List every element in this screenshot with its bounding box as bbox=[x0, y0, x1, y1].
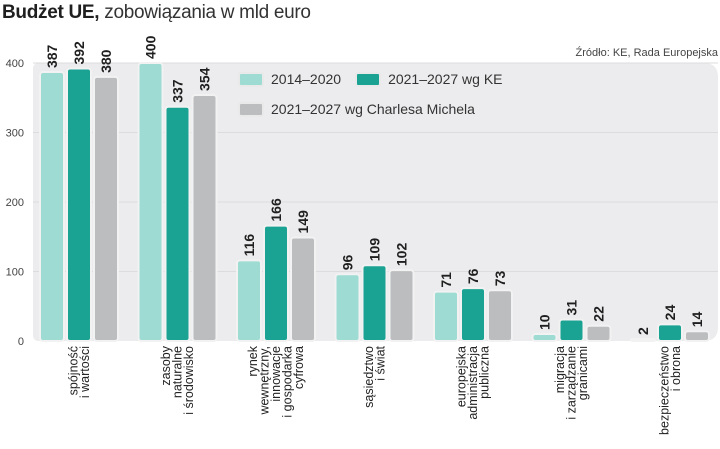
bar-value-label: 109 bbox=[367, 238, 383, 262]
bar-value-label: 71 bbox=[438, 272, 454, 288]
legend-swatch-2014-2020 bbox=[238, 71, 264, 87]
bar bbox=[93, 75, 119, 343]
bar bbox=[334, 273, 361, 342]
category-label: i gospodarka bbox=[281, 346, 295, 418]
y-tick-label: 100 bbox=[6, 267, 24, 279]
legend-swatch-2021-2027-michel bbox=[238, 101, 264, 117]
bar bbox=[531, 333, 558, 342]
bar bbox=[630, 338, 656, 342]
legend: 2014–2020 2021–2027 wg KE 2021–2027 wg C… bbox=[238, 67, 517, 127]
bar-value-label: 24 bbox=[662, 305, 678, 321]
bar bbox=[39, 71, 65, 342]
category-label: naturalne bbox=[171, 346, 185, 398]
bar-value-label: 380 bbox=[98, 49, 114, 73]
bar bbox=[290, 236, 316, 343]
legend-item-2021-2027-ke: 2021–2027 wg KE bbox=[355, 71, 503, 87]
legend-swatch-2021-2027-ke bbox=[355, 71, 382, 87]
bar-value-label: 96 bbox=[340, 254, 356, 270]
bar bbox=[585, 324, 612, 342]
category-label: i środowisko bbox=[182, 346, 196, 415]
category-label: granicami bbox=[576, 346, 590, 400]
category-label: publiczna bbox=[478, 346, 492, 399]
bar-value-label: 116 bbox=[241, 234, 257, 257]
bar bbox=[558, 318, 585, 342]
bar-value-label: 387 bbox=[44, 44, 60, 68]
bar-value-label: 31 bbox=[564, 300, 580, 316]
bar bbox=[361, 264, 388, 342]
legend-label-2021-2027-michel: 2021–2027 wg Charlesa Michela bbox=[271, 101, 475, 117]
bar-value-label: 14 bbox=[689, 311, 705, 327]
category-label: innowacje bbox=[269, 346, 283, 402]
category-label: i wartości bbox=[78, 346, 92, 398]
legend-label-2021-2027-ke: 2021–2027 wg KE bbox=[388, 71, 503, 87]
bar-value-label: 73 bbox=[492, 270, 508, 286]
category-label: europejska bbox=[455, 346, 469, 407]
category-label: sąsiedztwo bbox=[362, 346, 376, 408]
bar-value-label: 149 bbox=[295, 210, 311, 234]
chart-title-bold: Budżet UE, bbox=[2, 2, 100, 23]
bar-value-label: 337 bbox=[170, 79, 186, 103]
y-tick-label: 400 bbox=[6, 58, 24, 70]
bar bbox=[263, 224, 289, 343]
source-note: Źródło: KE, Rada Europejska bbox=[575, 47, 718, 59]
bar-value-label: 2 bbox=[635, 327, 651, 335]
category-label: bezpieczeństwo bbox=[657, 346, 671, 435]
bar bbox=[137, 62, 164, 342]
bar bbox=[657, 323, 683, 343]
legend-item-2021-2027-michel: 2021–2027 wg Charlesa Michela bbox=[238, 101, 475, 117]
category-label: spójność bbox=[66, 346, 80, 395]
category-label: i świat bbox=[373, 345, 387, 380]
chart-title: Budżet UE, zobowiązania w mld euro bbox=[2, 2, 311, 24]
legend-label-2014-2020: 2014–2020 bbox=[271, 71, 342, 87]
bar bbox=[66, 67, 92, 342]
category-label: i obrona bbox=[669, 346, 683, 391]
bar bbox=[684, 330, 710, 342]
bar bbox=[236, 259, 262, 343]
bar bbox=[460, 287, 486, 342]
bar bbox=[191, 93, 218, 342]
bar-value-label: 76 bbox=[465, 268, 481, 284]
bar-value-label: 400 bbox=[143, 35, 159, 59]
bar bbox=[433, 290, 459, 342]
bar bbox=[164, 105, 191, 342]
bar bbox=[487, 289, 513, 343]
category-label: i zarządzanie bbox=[565, 346, 579, 420]
y-tick-label: 300 bbox=[6, 128, 24, 140]
category-label: administracja bbox=[466, 346, 480, 420]
legend-item-2014-2020: 2014–2020 bbox=[238, 71, 341, 87]
bar bbox=[388, 269, 415, 342]
bar-value-label: 354 bbox=[197, 67, 213, 91]
bar-value-label: 22 bbox=[591, 306, 607, 322]
bar-value-label: 102 bbox=[394, 243, 410, 267]
category-label: rynek bbox=[246, 345, 260, 376]
bar-value-label: 166 bbox=[268, 198, 284, 222]
category-label: cyfrowa bbox=[292, 346, 306, 389]
category-label: zasoby bbox=[159, 345, 173, 385]
bar-value-label: 10 bbox=[537, 314, 553, 330]
category-label: migracja bbox=[553, 346, 567, 393]
chart-title-subtitle: zobowiązania w mld euro bbox=[99, 2, 311, 23]
category-label: wewnętrzny, bbox=[258, 346, 272, 416]
y-tick-label: 0 bbox=[18, 336, 24, 348]
y-tick-label: 200 bbox=[6, 197, 24, 209]
bar-value-label: 392 bbox=[71, 41, 87, 65]
